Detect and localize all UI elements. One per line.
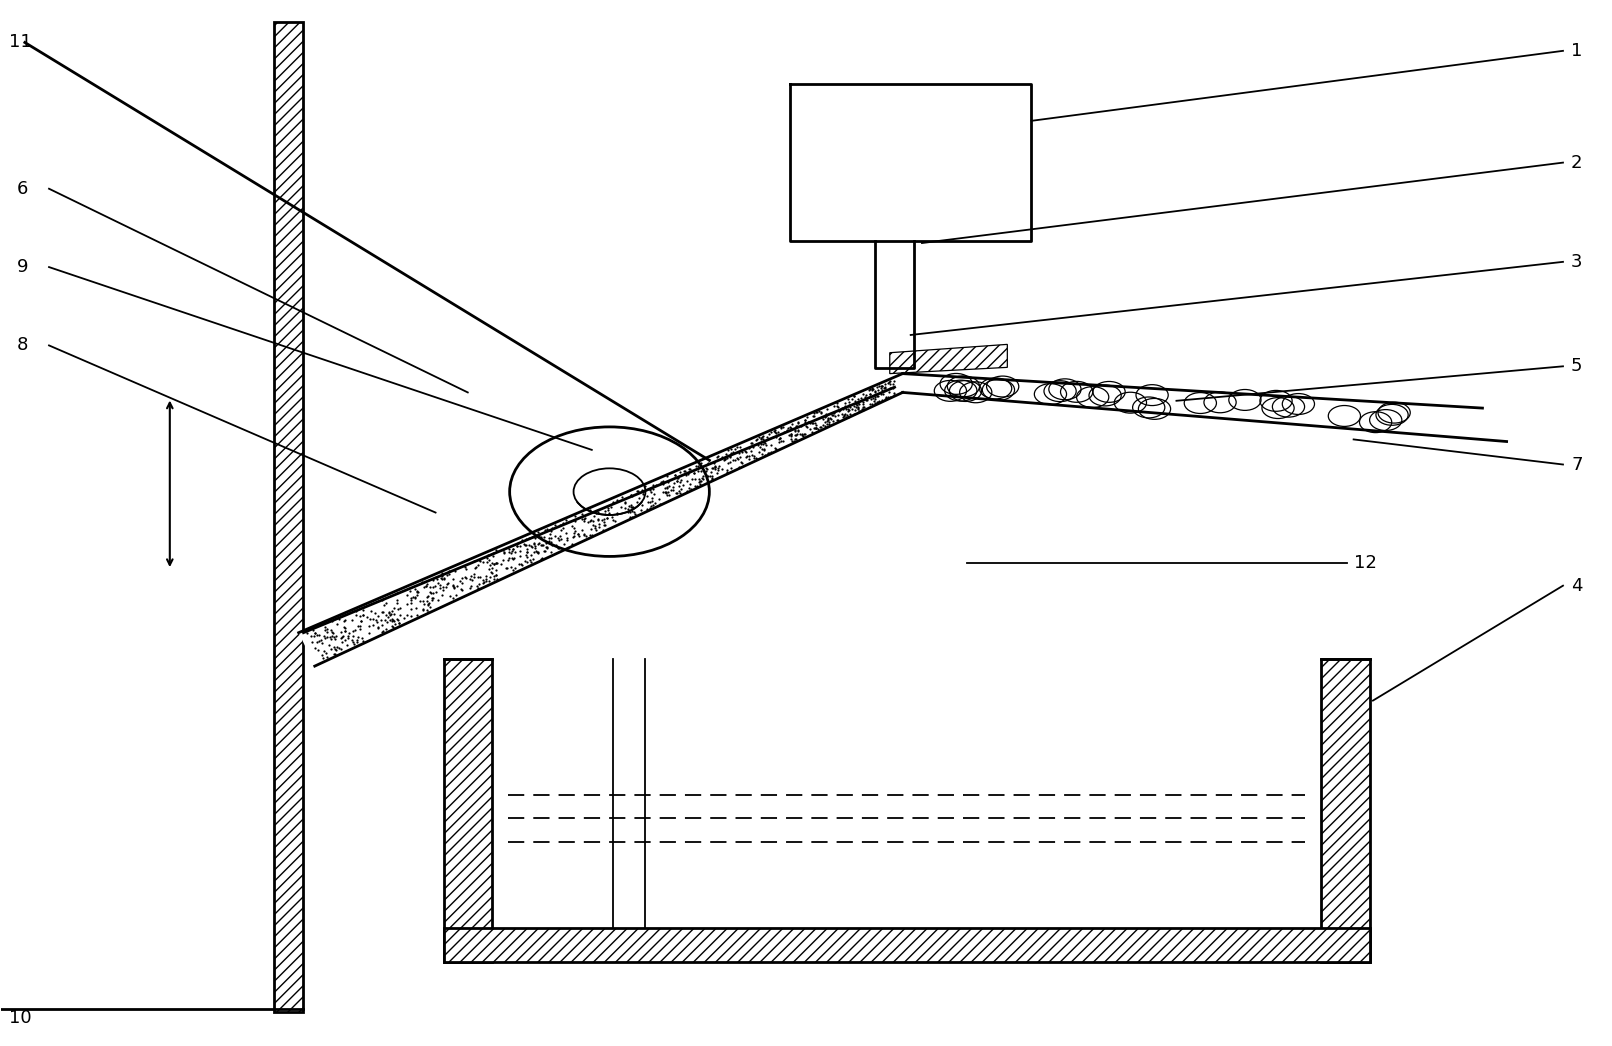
Polygon shape	[903, 373, 1507, 441]
Circle shape	[574, 469, 645, 515]
Polygon shape	[298, 373, 903, 666]
Text: 3: 3	[1572, 253, 1583, 271]
Text: 9: 9	[16, 258, 29, 276]
Bar	[1322, 659, 1370, 961]
Text: 6: 6	[16, 180, 27, 198]
Bar	[274, 22, 303, 1011]
Text: 2: 2	[1572, 154, 1583, 172]
Text: 1: 1	[1572, 42, 1583, 60]
Text: 11: 11	[8, 33, 32, 51]
Text: 5: 5	[1572, 358, 1583, 376]
Text: 12: 12	[1354, 553, 1377, 572]
Text: 4: 4	[1572, 576, 1583, 595]
Bar	[443, 659, 492, 961]
Circle shape	[509, 427, 709, 556]
Text: 7: 7	[1572, 455, 1583, 474]
Bar	[443, 928, 1370, 961]
Text: 8: 8	[16, 337, 27, 355]
Text: 10: 10	[8, 1009, 31, 1027]
